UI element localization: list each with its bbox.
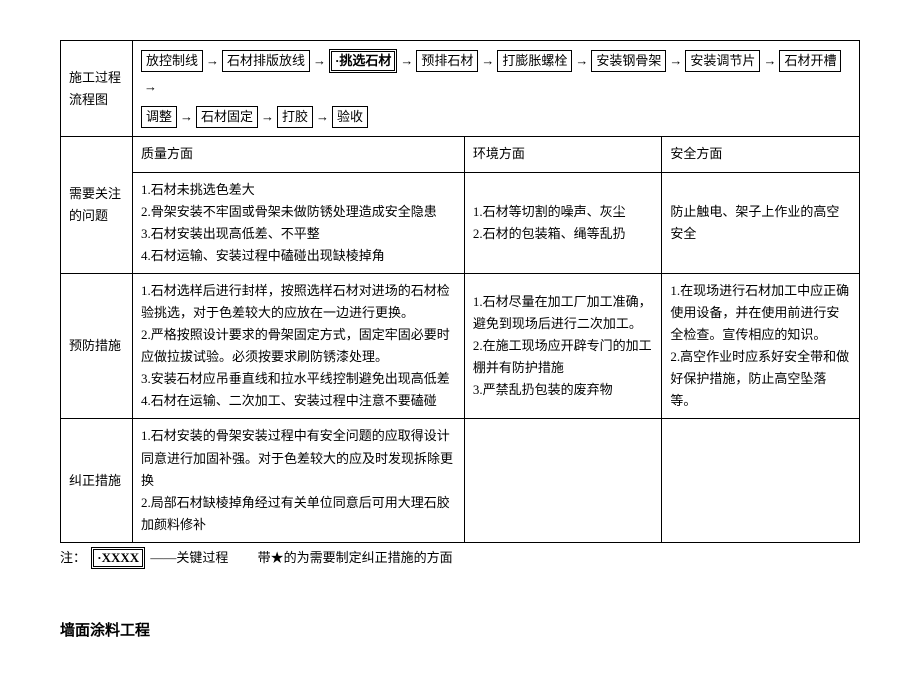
list-item: 4.石材在运输、二次加工、安装过程中注意不要磕碰 [141,390,456,412]
flow-step-key: ·挑选石材 [329,49,397,73]
flow-step: 石材排版放线 [222,50,310,72]
list-item: 3.石材安装出现高低差、不平整 [141,223,456,245]
rowlabel-flow: 施工过程 流程图 [61,41,133,137]
flow-arrow: → [313,106,332,128]
note-star-desc: 带★的为需要制定纠正措施的方面 [232,550,453,565]
list-item: 2.高空作业时应系好安全带和做好保护措施，防止高空坠落等。 [670,346,851,412]
flow-step: 安装调节片 [685,50,760,72]
note-prefix: 注： [60,550,86,565]
issues-quality: 1.石材未挑选色差大2.骨架安装不牢固或骨架未做防锈处理造成安全隐患3.石材安装… [133,172,465,273]
list-item: 1.在现场进行石材加工中应正确使用设备，并在使用前进行安全检查。宣传相应的知识。 [670,280,851,346]
flow-arrow: → [258,106,277,128]
list-item: 1.石材等切割的噪声、灰尘 [473,201,654,223]
issues-safety: 防止触电、架子上作业的高空安全 [662,172,860,273]
colhead-safety: 安全方面 [662,137,860,172]
issues-environment: 1.石材等切割的噪声、灰尘2.石材的包装箱、绳等乱扔 [464,172,662,273]
row-issues: 1.石材未挑选色差大2.骨架安装不牢固或骨架未做防锈处理造成安全隐患3.石材安装… [61,172,860,273]
list-item: 2.在施工现场应开辟专门的加工棚并有防护措施 [473,335,654,379]
row-colheaders: 需要关注 的问题 质量方面 环境方面 安全方面 [61,137,860,172]
section-title: 墙面涂料工程 [60,619,860,640]
flow-arrow: → [177,106,196,128]
list-item: 1.石材未挑选色差大 [141,179,456,201]
list-item: 3.安装石材应吊垂直线和拉水平线控制避免出现高低差 [141,368,456,390]
list-item: 1.石材安装的骨架安装过程中有安全问题的应取得设计同意进行加固补强。对于色差较大… [141,425,456,491]
flow-line-1: 放控制线→石材排版放线→·挑选石材→预排石材→打膨胀螺栓→安装钢骨架→安装调节片… [141,47,851,98]
flow-arrow: → [203,50,222,72]
flow-arrow: → [397,50,416,72]
list-item: 2.石材的包装箱、绳等乱扔 [473,223,654,245]
correct-safety [662,419,860,542]
table-note: 注： ·XXXX ——关键过程 带★的为需要制定纠正措施的方面 [60,547,860,569]
rowlabel-issues: 需要关注 的问题 [61,137,133,273]
row-flow: 施工过程 流程图 放控制线→石材排版放线→·挑选石材→预排石材→打膨胀螺栓→安装… [61,41,860,137]
list-item: 2.局部石材缺棱掉角经过有关单位同意后可用大理石胶加颜料修补 [141,492,456,536]
prevent-quality: 1.石材选样后进行封样，按照选样石材对进场的石材检验挑选，对于色差较大的应放在一… [133,273,465,419]
flow-step: 验收 [332,106,368,128]
flow-arrow: → [141,76,160,98]
row-correct: 纠正措施 1.石材安装的骨架安装过程中有安全问题的应取得设计同意进行加固补强。对… [61,419,860,542]
flow-cell: 放控制线→石材排版放线→·挑选石材→预排石材→打膨胀螺栓→安装钢骨架→安装调节片… [133,41,860,137]
flow-step: 预排石材 [416,50,478,72]
colhead-quality: 质量方面 [133,137,465,172]
list-item: 防止触电、架子上作业的高空安全 [670,201,851,245]
list-item: 3.严禁乱扔包装的废弃物 [473,379,654,401]
rowlabel-prevent: 预防措施 [61,273,133,419]
flow-arrow: → [478,50,497,72]
prevent-environment: 1.石材尽量在加工厂加工准确，避免到现场后进行二次加工。2.在施工现场应开辟专门… [464,273,662,419]
correct-quality: 1.石材安装的骨架安装过程中有安全问题的应取得设计同意进行加固补强。对于色差较大… [133,419,465,542]
note-key-desc: ——关键过程 [150,550,228,565]
rowlabel-correct: 纠正措施 [61,419,133,542]
flow-step: 调整 [141,106,177,128]
flow-arrow: → [666,50,685,72]
flow-step: 安装钢骨架 [591,50,666,72]
note-key-sample: ·XXXX [91,547,145,569]
flow-arrow: → [572,50,591,72]
flow-line-2: 调整→石材固定→打胶→验收 [141,104,851,130]
list-item: 2.严格按照设计要求的骨架固定方式，固定牢固必要时应做拉拔试验。必须按要求刷防锈… [141,324,456,368]
colhead-environment: 环境方面 [464,137,662,172]
flow-arrow: → [310,50,329,72]
flow-step: 石材开槽 [779,50,841,72]
list-item: 2.骨架安装不牢固或骨架未做防锈处理造成安全隐患 [141,201,456,223]
process-table: 施工过程 流程图 放控制线→石材排版放线→·挑选石材→预排石材→打膨胀螺栓→安装… [60,40,860,543]
prevent-safety: 1.在现场进行石材加工中应正确使用设备，并在使用前进行安全检查。宣传相应的知识。… [662,273,860,419]
list-item: 4.石材运输、安装过程中磕碰出现缺棱掉角 [141,245,456,267]
flow-step: 放控制线 [141,50,203,72]
flow-arrow: → [760,50,779,72]
flow-step: 打膨胀螺栓 [497,50,572,72]
correct-environment [464,419,662,542]
flow-step: 石材固定 [196,106,258,128]
list-item: 1.石材选样后进行封样，按照选样石材对进场的石材检验挑选，对于色差较大的应放在一… [141,280,456,324]
row-prevent: 预防措施 1.石材选样后进行封样，按照选样石材对进场的石材检验挑选，对于色差较大… [61,273,860,419]
list-item: 1.石材尽量在加工厂加工准确，避免到现场后进行二次加工。 [473,291,654,335]
flow-step: 打胶 [277,106,313,128]
